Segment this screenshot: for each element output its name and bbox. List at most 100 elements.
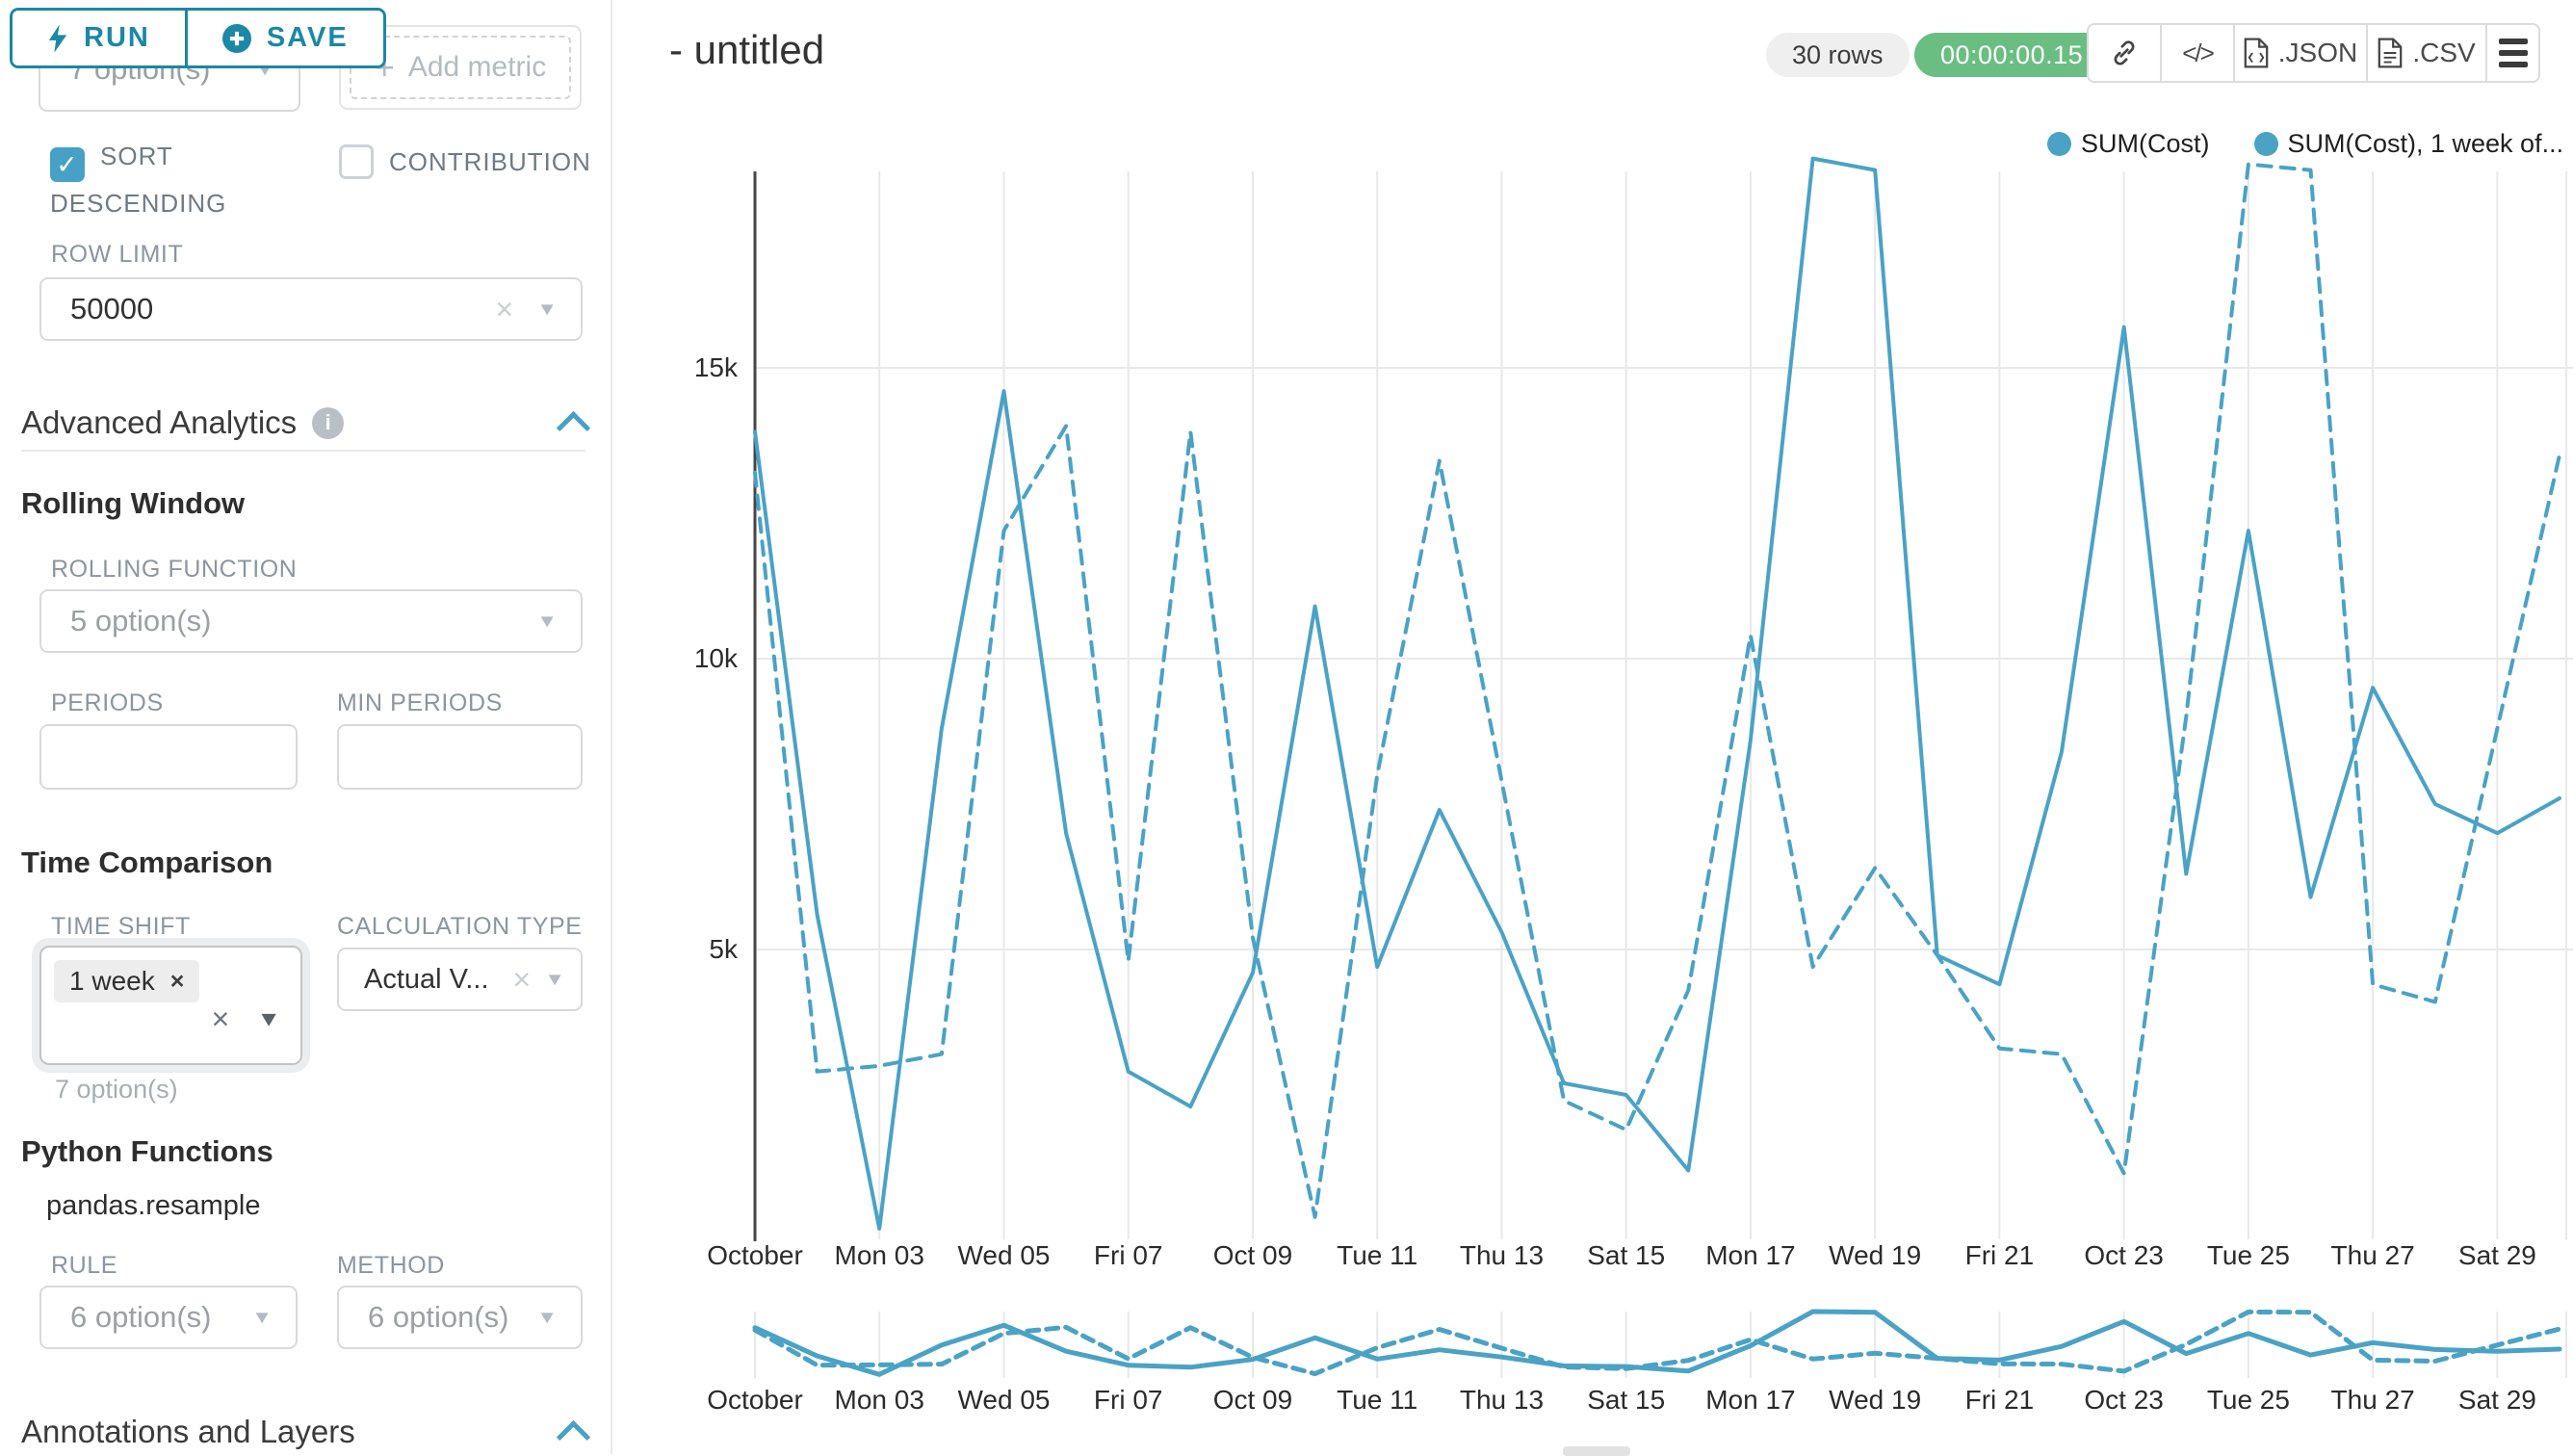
- x-axis-tick-label: Oct 09: [1212, 1240, 1293, 1270]
- x-axis-tick-label: Tue 25: [2206, 1240, 2290, 1270]
- rolling-function-placeholder: 5 option(s): [70, 604, 212, 637]
- method-placeholder: 6 option(s): [368, 1300, 509, 1334]
- x-axis-tick-label: Fri 07: [1093, 1385, 1163, 1415]
- time-shift-label: TIME SHIFT: [51, 913, 191, 940]
- calculation-type-value: Actual V...: [364, 963, 489, 995]
- bolt-icon: [48, 23, 67, 53]
- min-periods-input[interactable]: [337, 724, 583, 790]
- series-line-solid: [753, 156, 2561, 1231]
- legend-label: SUM(Cost): [2081, 129, 2210, 158]
- chart-title[interactable]: - untitled: [669, 27, 825, 72]
- clear-icon[interactable]: ×: [495, 292, 514, 326]
- python-functions-title: Python Functions: [21, 1134, 273, 1168]
- x-axis-tick-label: Tue 11: [1337, 1240, 1418, 1270]
- export-json-button[interactable]: .JSON: [2233, 23, 2368, 83]
- chevron-up-icon[interactable]: [556, 410, 591, 445]
- x-axis-tick-label: October: [707, 1240, 803, 1270]
- rolling-function-select[interactable]: 5 option(s) ▼: [39, 589, 583, 653]
- time-shift-select[interactable]: 1 week × × ▼: [39, 946, 302, 1065]
- query-timer-badge: 00:00:00.15: [1914, 33, 2110, 77]
- x-axis-tick-label: Fri 21: [1964, 1385, 2035, 1415]
- checkbox-checked-icon[interactable]: ✓: [50, 147, 85, 182]
- control-panel: RUN SAVE 7 option(s) ▼ + Add metric ✓ SOR…: [0, 0, 612, 1454]
- y-axis-tick-label: 10k: [693, 643, 738, 673]
- share-link-button[interactable]: [2087, 23, 2162, 83]
- scrollbar-handle[interactable]: [1563, 1446, 1630, 1456]
- contribution-label: CONTRIBUTION: [389, 147, 591, 176]
- sort-descending-checkbox[interactable]: ✓ SORT DESCENDING: [50, 135, 312, 224]
- legend-label: SUM(Cost), 1 week of...: [2287, 129, 2564, 158]
- rule-placeholder: 6 option(s): [70, 1300, 212, 1334]
- annotations-title: Annotations and Layers: [21, 1414, 355, 1449]
- run-label: RUN: [84, 22, 150, 53]
- x-axis-tick-label: Oct 09: [1212, 1385, 1293, 1415]
- x-axis-tick-label: Tue 11: [1337, 1385, 1418, 1415]
- chevron-down-icon: ▼: [251, 1306, 273, 1328]
- chevron-down-icon: ▼: [536, 298, 558, 320]
- calculation-type-select[interactable]: Actual V... × ▼: [337, 948, 583, 1011]
- legend-dot-icon: [2047, 132, 2071, 156]
- chart-legend: SUM(Cost) SUM(Cost), 1 week of...: [2047, 129, 2563, 159]
- chart-menu-button[interactable]: [2485, 23, 2540, 83]
- chevron-up-icon[interactable]: [556, 1419, 591, 1454]
- chevron-down-icon: ▼: [544, 968, 565, 990]
- x-axis-tick-label: Mon 17: [1705, 1385, 1796, 1415]
- x-axis-tick-label: Wed 05: [957, 1385, 1051, 1415]
- min-periods-label: MIN PERIODS: [337, 689, 503, 716]
- link-icon: [2114, 40, 2135, 65]
- row-count-badge: 30 rows: [1766, 33, 1910, 77]
- x-axis-tick-label: Fri 07: [1093, 1240, 1163, 1270]
- time-shift-tag[interactable]: 1 week ×: [54, 960, 200, 1002]
- rule-select[interactable]: 6 option(s) ▼: [39, 1286, 298, 1349]
- rolling-window-title: Rolling Window: [21, 486, 246, 520]
- x-axis-tick-label: Thu 27: [2330, 1385, 2415, 1415]
- json-label: .JSON: [2277, 38, 2358, 67]
- x-axis-tick-label: Oct 23: [2084, 1240, 2164, 1270]
- periods-label: PERIODS: [51, 689, 164, 716]
- divider: [21, 450, 585, 452]
- x-axis-tick-label: Sat 15: [1587, 1240, 1666, 1270]
- x-axis-tick-label: Wed 05: [957, 1240, 1051, 1270]
- x-axis-tick-label: Tue 25: [2206, 1385, 2290, 1415]
- rule-label: RULE: [51, 1252, 118, 1279]
- series-line-dashed: [753, 162, 2561, 1219]
- x-axis-tick-label: Mon 03: [834, 1385, 924, 1415]
- x-axis-tick-label: Wed 19: [1829, 1385, 1922, 1415]
- contribution-checkbox[interactable]: CONTRIBUTION: [339, 141, 609, 183]
- x-axis-tick-label: Mon 03: [834, 1240, 924, 1270]
- run-button[interactable]: RUN: [13, 11, 188, 65]
- rolling-function-label: ROLLING FUNCTION: [51, 556, 298, 583]
- remove-tag-icon[interactable]: ×: [169, 967, 185, 995]
- save-button[interactable]: SAVE: [187, 11, 383, 65]
- clear-icon[interactable]: ×: [512, 962, 532, 997]
- x-axis-tick-label: Sat 29: [2457, 1240, 2536, 1270]
- y-axis-tick-label: 15k: [693, 352, 738, 382]
- save-label: SAVE: [266, 22, 349, 53]
- chevron-down-icon: ▼: [256, 1005, 281, 1031]
- x-axis-tick-label: Sat 15: [1587, 1385, 1666, 1415]
- csv-file-icon: [2378, 38, 2403, 68]
- x-axis-tick-label: Oct 23: [2084, 1385, 2164, 1415]
- legend-item[interactable]: SUM(Cost), 1 week of...: [2253, 129, 2564, 159]
- x-axis-tick-label: Fri 21: [1964, 1240, 2035, 1270]
- x-axis-tick-label: Thu 27: [2330, 1240, 2415, 1270]
- advanced-analytics-header[interactable]: Advanced Analytics i: [21, 404, 591, 445]
- y-axis-tick-label: 5k: [709, 934, 738, 964]
- time-comparison-title: Time Comparison: [21, 845, 273, 879]
- row-limit-value: 50000: [70, 292, 154, 325]
- view-query-button[interactable]: </>: [2160, 23, 2235, 83]
- row-limit-select[interactable]: 50000 × ▼: [39, 277, 583, 341]
- csv-label: .CSV: [2412, 38, 2476, 67]
- legend-item[interactable]: SUM(Cost): [2047, 129, 2210, 159]
- row-limit-label: ROW LIMIT: [51, 241, 184, 268]
- x-axis-tick-label: Thu 13: [1459, 1240, 1545, 1270]
- annotations-header[interactable]: Annotations and Layers: [21, 1414, 591, 1454]
- periods-input[interactable]: [39, 724, 298, 790]
- export-toolbar: </> .JSON .CSV: [2087, 23, 2540, 83]
- method-select[interactable]: 6 option(s) ▼: [337, 1286, 583, 1349]
- checkbox-unchecked-icon[interactable]: [339, 144, 374, 179]
- export-csv-button[interactable]: .CSV: [2366, 23, 2487, 83]
- clear-icon[interactable]: ×: [211, 1001, 230, 1036]
- run-save-button-group: RUN SAVE: [10, 8, 386, 68]
- info-icon: i: [312, 406, 345, 439]
